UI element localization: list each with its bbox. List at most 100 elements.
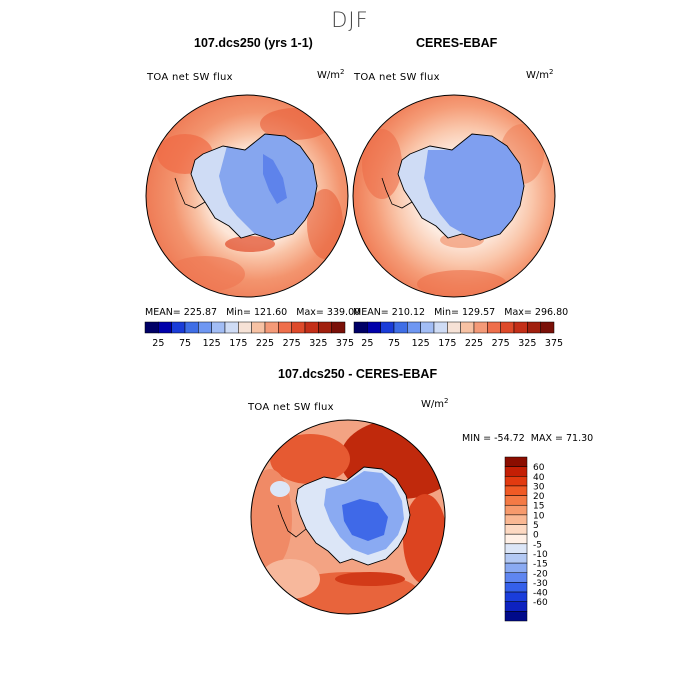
colorbar-tick-label: 5 xyxy=(533,521,539,531)
colorbar-swatch xyxy=(433,321,448,334)
colorbar-swatch xyxy=(504,543,528,554)
colorbar-swatch xyxy=(504,591,528,602)
colorbar-swatch xyxy=(238,321,252,334)
colorbar-swatch xyxy=(331,321,346,334)
colorbar-swatch xyxy=(504,456,528,467)
colorbar-swatch xyxy=(504,572,528,583)
colorbar-swatch xyxy=(460,321,475,334)
colorbar-swatch xyxy=(504,466,528,477)
map-border xyxy=(145,94,349,298)
peninsula-coast xyxy=(174,177,206,209)
diff-map xyxy=(250,419,446,615)
colorbar-tick-label: 275 xyxy=(492,338,510,349)
colorbar-swatch xyxy=(504,582,528,593)
patch xyxy=(270,481,290,497)
colorbar-tick-label: 30 xyxy=(533,482,545,492)
colorbar-tick-label: 375 xyxy=(545,338,563,349)
colorbar-tick-label: 275 xyxy=(283,338,301,349)
season-title: DJF xyxy=(331,8,369,32)
colorbar-swatch xyxy=(504,504,528,516)
colorbar-swatch xyxy=(264,321,279,334)
diff-stats: MIN = -54.72 MAX = 71.30 xyxy=(462,433,594,444)
colorbar-swatch xyxy=(380,321,395,334)
colorbar-swatch xyxy=(504,495,528,506)
colorbar-swatch xyxy=(198,321,212,334)
colorbar-tick-label: 10 xyxy=(533,511,545,521)
colorbar-swatch xyxy=(504,533,528,545)
antarctica-strong-neg xyxy=(342,499,388,541)
panel2-title: CERES-EBAF xyxy=(416,36,498,50)
colorbar-swatch xyxy=(504,524,528,535)
colorbar-tick-label: 25 xyxy=(361,338,373,349)
colorbar-swatch xyxy=(527,321,541,334)
colorbar-swatch xyxy=(473,321,488,334)
colorbar-tick-label: -15 xyxy=(533,560,548,570)
panel1-map xyxy=(145,94,349,298)
colorbar-tick-label: -20 xyxy=(533,569,548,579)
colorbar-swatch xyxy=(513,321,528,334)
colorbar-swatch xyxy=(158,321,172,334)
map-border xyxy=(352,94,556,298)
peninsula-coast xyxy=(277,504,307,538)
panel2-variable: TOA net SW flux xyxy=(354,72,440,83)
colorbar-tick-label: -40 xyxy=(533,589,548,599)
colorbar-swatch xyxy=(500,321,515,334)
panel1-stats: MEAN= 225.87 Min= 121.60 Max= 339.00 xyxy=(145,307,361,318)
colorbar-swatch xyxy=(420,321,435,334)
patch xyxy=(270,434,350,484)
colorbar-swatch xyxy=(540,321,555,334)
antarctica-interior xyxy=(424,134,524,240)
patch xyxy=(225,236,275,252)
colorbar-swatch xyxy=(184,321,199,334)
colorbar-tick-label: 25 xyxy=(152,338,164,349)
patch xyxy=(403,494,445,584)
colorbar-tick-label: -60 xyxy=(533,598,548,608)
coastline xyxy=(397,133,525,241)
colorbar-tick-label: 225 xyxy=(465,338,483,349)
colorbar-tick-label: 20 xyxy=(533,492,545,502)
panel1-units: W/m2 xyxy=(317,68,345,81)
colorbar-swatch xyxy=(211,321,226,334)
diff-variable: TOA net SW flux xyxy=(248,402,334,413)
colorbar-swatch xyxy=(318,321,332,334)
colorbar-swatch xyxy=(504,476,528,487)
panel2-map xyxy=(352,94,556,298)
peninsula-coast xyxy=(381,177,413,209)
colorbar-tick-label: 175 xyxy=(229,338,247,349)
colorbar-swatch xyxy=(393,321,408,334)
colorbar-tick-label: -30 xyxy=(533,579,548,589)
colorbar-tick-label: -10 xyxy=(533,550,548,560)
colorbar-tick-label: 40 xyxy=(533,473,545,483)
colorbar-tick-label: 325 xyxy=(309,338,327,349)
colorbar-swatch xyxy=(353,321,368,334)
colorbar-swatch xyxy=(367,321,381,334)
patch xyxy=(417,270,507,297)
patch xyxy=(335,572,405,586)
panel2-units: W/m2 xyxy=(526,68,554,81)
colorbar-swatch xyxy=(407,321,421,334)
panel1-variable: TOA net SW flux xyxy=(147,72,233,83)
antarctica-plateau xyxy=(263,154,287,204)
colorbar-tick-label: 125 xyxy=(203,338,221,349)
diff-title: 107.dcs250 - CERES-EBAF xyxy=(278,367,438,381)
patch xyxy=(362,129,402,199)
panel2-colorbar: 25 75 125 175 225 275 325 375 xyxy=(353,321,563,349)
colorbar-swatch xyxy=(447,321,461,334)
coastline xyxy=(295,466,411,566)
map-border xyxy=(250,419,446,615)
diff-units: W/m2 xyxy=(421,397,449,410)
colorbar-tick-label: 75 xyxy=(179,338,191,349)
colorbar-tick-label: 225 xyxy=(256,338,274,349)
colorbar-swatch xyxy=(504,485,528,496)
colorbar-swatch xyxy=(224,321,239,334)
colorbar-tick-label: 175 xyxy=(438,338,456,349)
colorbar-tick-label: 0 xyxy=(533,531,539,541)
colorbar-tick-label: -5 xyxy=(533,540,542,550)
patch xyxy=(307,189,343,259)
colorbar-tick-label: 375 xyxy=(336,338,354,349)
colorbar-tick-label: 125 xyxy=(412,338,430,349)
colorbar-swatch xyxy=(304,321,319,334)
colorbar-swatch xyxy=(504,562,528,574)
colorbar-swatch xyxy=(487,321,501,334)
